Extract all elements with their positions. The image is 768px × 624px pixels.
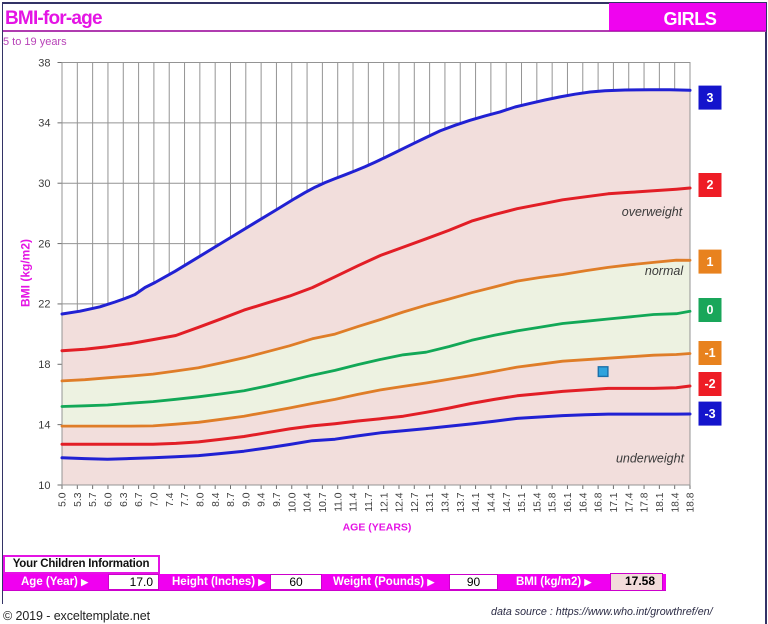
svg-text:9.4: 9.4 <box>257 492 268 507</box>
svg-text:10.0: 10.0 <box>287 492 298 512</box>
svg-text:5.3: 5.3 <box>73 492 84 507</box>
svg-text:15.8: 15.8 <box>548 492 559 512</box>
svg-text:5.7: 5.7 <box>88 492 99 507</box>
svg-text:10.7: 10.7 <box>318 492 329 512</box>
svg-text:7.7: 7.7 <box>180 492 191 507</box>
svg-text:13.1: 13.1 <box>425 492 436 512</box>
svg-text:15.1: 15.1 <box>517 492 528 512</box>
svg-text:underweight: underweight <box>616 452 685 466</box>
svg-text:-3: -3 <box>704 407 715 421</box>
svg-text:12.1: 12.1 <box>379 492 390 512</box>
svg-text:-2: -2 <box>704 377 715 391</box>
svg-text:30: 30 <box>38 178 50 190</box>
svg-text:11.4: 11.4 <box>349 492 360 512</box>
svg-text:16.4: 16.4 <box>578 492 589 512</box>
svg-text:10.4: 10.4 <box>303 492 314 512</box>
svg-text:3: 3 <box>707 91 714 105</box>
svg-text:17.1: 17.1 <box>609 492 620 512</box>
svg-text:11.7: 11.7 <box>364 492 375 512</box>
svg-text:13.4: 13.4 <box>441 492 452 512</box>
svg-text:overweight: overweight <box>622 205 683 219</box>
svg-text:15.4: 15.4 <box>532 492 543 512</box>
svg-text:18.8: 18.8 <box>686 492 697 512</box>
svg-text:2: 2 <box>707 178 714 192</box>
svg-text:7.0: 7.0 <box>150 492 161 507</box>
svg-text:6.3: 6.3 <box>119 492 130 507</box>
svg-text:14.1: 14.1 <box>471 492 482 512</box>
svg-text:22: 22 <box>38 299 50 311</box>
svg-text:34: 34 <box>38 118 50 130</box>
svg-text:14.7: 14.7 <box>502 492 513 512</box>
svg-text:9.0: 9.0 <box>241 492 252 507</box>
svg-text:9.7: 9.7 <box>272 492 283 507</box>
svg-text:AGE (YEARS): AGE (YEARS) <box>343 522 412 534</box>
svg-text:6.0: 6.0 <box>104 492 115 507</box>
svg-text:17.4: 17.4 <box>624 492 635 512</box>
svg-text:8.0: 8.0 <box>195 492 206 507</box>
svg-text:6.7: 6.7 <box>134 492 145 507</box>
svg-text:12.7: 12.7 <box>410 492 421 512</box>
svg-text:-1: -1 <box>704 346 715 360</box>
svg-text:17.8: 17.8 <box>640 492 651 512</box>
svg-text:7.4: 7.4 <box>165 492 176 507</box>
svg-text:BMI (kg/m2): BMI (kg/m2) <box>19 239 33 307</box>
svg-text:normal: normal <box>645 264 684 278</box>
svg-text:8.4: 8.4 <box>211 492 222 507</box>
svg-text:10: 10 <box>38 480 50 492</box>
svg-text:1: 1 <box>707 255 714 269</box>
svg-text:38: 38 <box>38 57 50 69</box>
svg-text:26: 26 <box>38 238 50 250</box>
svg-text:13.7: 13.7 <box>456 492 467 512</box>
svg-text:8.7: 8.7 <box>226 492 237 507</box>
svg-text:18.4: 18.4 <box>670 492 681 512</box>
svg-text:18.1: 18.1 <box>655 492 666 512</box>
svg-text:11.0: 11.0 <box>333 492 344 512</box>
svg-text:5.0: 5.0 <box>58 492 69 507</box>
svg-text:18: 18 <box>38 359 50 371</box>
svg-text:14: 14 <box>38 419 50 431</box>
svg-text:16.8: 16.8 <box>594 492 605 512</box>
svg-text:0: 0 <box>707 303 714 317</box>
svg-text:16.1: 16.1 <box>563 492 574 512</box>
svg-text:14.4: 14.4 <box>486 492 497 512</box>
svg-text:12.4: 12.4 <box>395 492 406 512</box>
